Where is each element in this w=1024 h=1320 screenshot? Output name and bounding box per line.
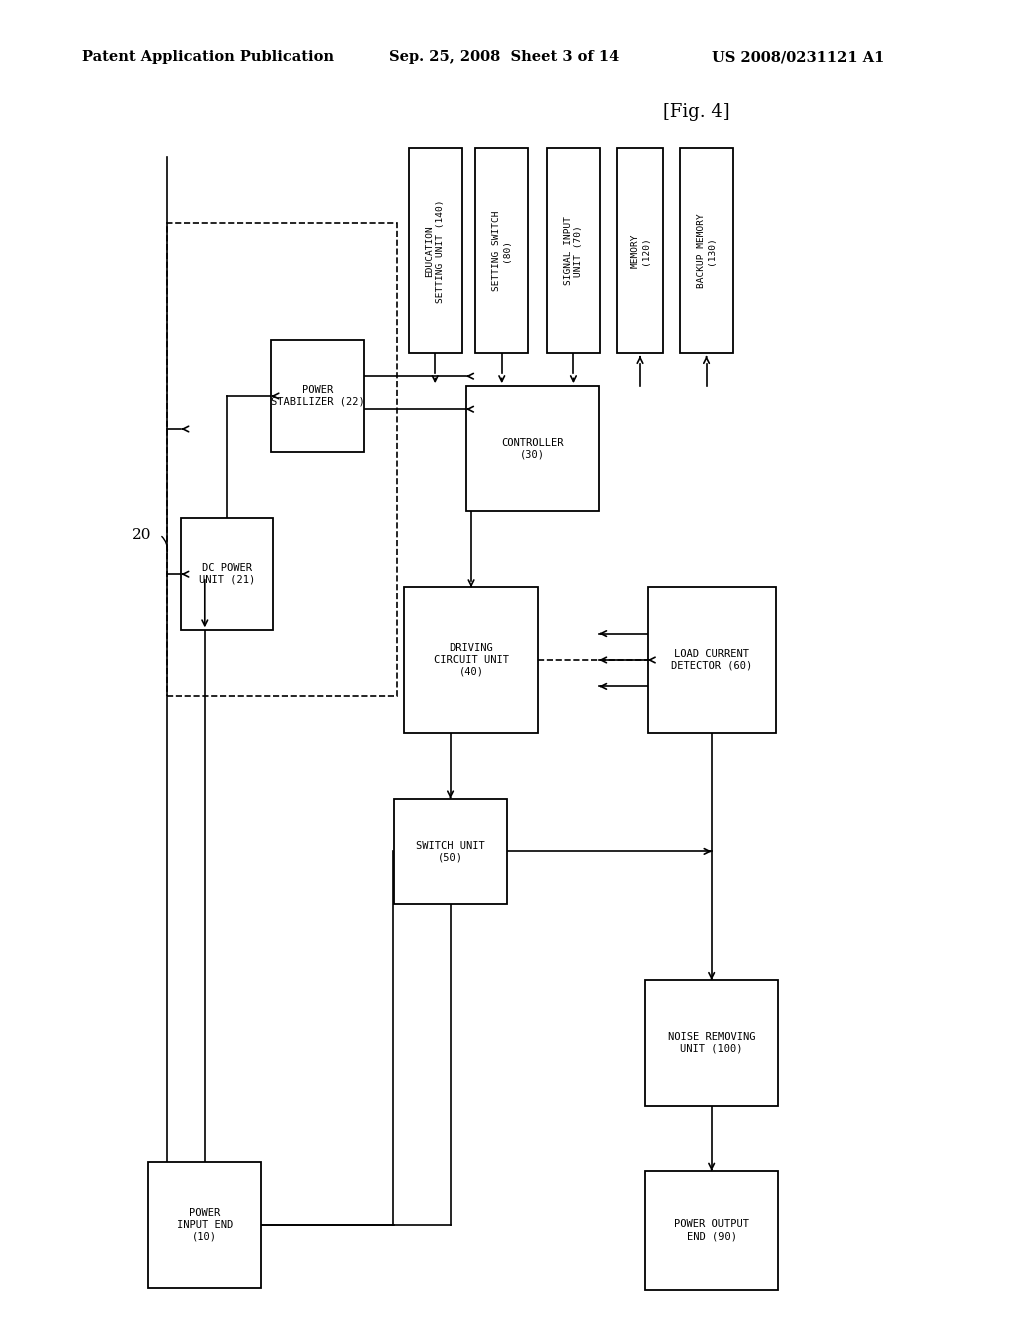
Text: NOISE REMOVING
UNIT (100): NOISE REMOVING UNIT (100)	[668, 1032, 756, 1053]
Bar	[394, 799, 507, 904]
Text: POWER
INPUT END
(10): POWER INPUT END (10)	[177, 1208, 232, 1242]
Text: POWER
STABILIZER (22): POWER STABILIZER (22)	[270, 385, 365, 407]
Bar	[647, 587, 776, 733]
Bar	[404, 587, 538, 733]
Bar	[271, 341, 364, 451]
Text: SIGNAL INPUT
UNIT (70): SIGNAL INPUT UNIT (70)	[564, 216, 583, 285]
Text: Patent Application Publication: Patent Application Publication	[82, 50, 334, 65]
Text: CONTROLLER
(30): CONTROLLER (30)	[501, 438, 564, 459]
Bar	[680, 149, 733, 352]
Bar	[409, 149, 462, 352]
Bar	[547, 149, 600, 352]
Text: BACKUP MEMORY
(130): BACKUP MEMORY (130)	[697, 214, 716, 288]
Bar	[645, 1171, 778, 1290]
Text: US 2008/0231121 A1: US 2008/0231121 A1	[712, 50, 884, 65]
Bar	[616, 149, 664, 352]
Bar	[181, 519, 273, 631]
Text: LOAD CURRENT
DETECTOR (60): LOAD CURRENT DETECTOR (60)	[671, 649, 753, 671]
Text: Sep. 25, 2008  Sheet 3 of 14: Sep. 25, 2008 Sheet 3 of 14	[389, 50, 620, 65]
Text: POWER OUTPUT
END (90): POWER OUTPUT END (90)	[674, 1220, 750, 1241]
Text: SWITCH UNIT
(50): SWITCH UNIT (50)	[416, 841, 485, 862]
Bar	[167, 223, 397, 696]
Text: EDUCATION
SETTING UNIT (140): EDUCATION SETTING UNIT (140)	[426, 199, 444, 302]
Bar	[475, 149, 528, 352]
Text: [Fig. 4]: [Fig. 4]	[663, 103, 730, 121]
Bar	[148, 1162, 261, 1288]
Bar	[645, 979, 778, 1106]
Text: DC POWER
UNIT (21): DC POWER UNIT (21)	[200, 564, 255, 585]
Text: DRIVING
CIRCUIT UNIT
(40): DRIVING CIRCUIT UNIT (40)	[433, 643, 509, 677]
Text: 20: 20	[132, 528, 152, 541]
Text: MEMORY
(120): MEMORY (120)	[631, 234, 649, 268]
Bar	[466, 385, 599, 511]
Text: SETTING SWITCH
(80): SETTING SWITCH (80)	[493, 211, 511, 290]
